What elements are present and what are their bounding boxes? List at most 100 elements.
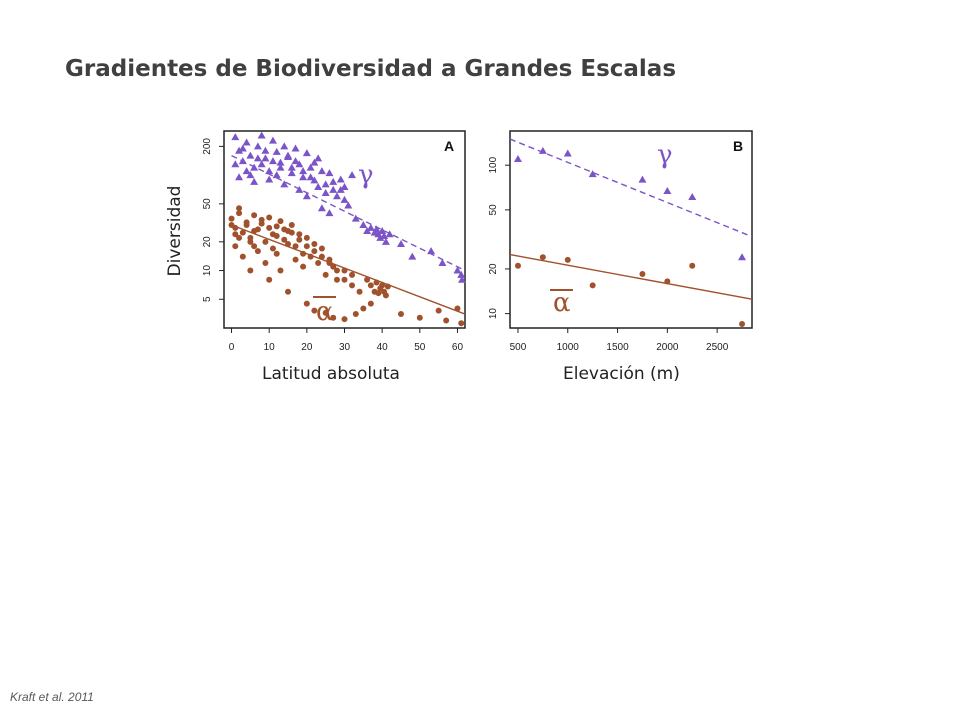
gamma-point xyxy=(396,239,405,247)
alpha-point xyxy=(247,238,254,245)
alpha-point xyxy=(251,212,258,219)
alpha-point xyxy=(341,316,348,323)
alpha-point xyxy=(273,233,280,240)
y-tick-label: 100 xyxy=(488,156,499,173)
gamma-point xyxy=(250,163,259,171)
alpha-point xyxy=(318,253,325,260)
alpha-point xyxy=(300,250,307,257)
alpha-point xyxy=(322,271,329,278)
alpha-point xyxy=(296,236,303,243)
alpha-point xyxy=(285,240,292,247)
gamma-point xyxy=(351,214,360,222)
y-tick-label: 50 xyxy=(488,204,499,216)
alpha-point xyxy=(258,216,265,223)
gamma-point xyxy=(261,146,270,154)
alpha-point xyxy=(269,245,276,252)
x-tick-label: 1000 xyxy=(557,342,580,353)
x-tick-label: 2500 xyxy=(706,342,729,353)
alpha-point xyxy=(356,288,363,295)
alpha-point xyxy=(333,267,340,274)
y-tick-label: 5 xyxy=(202,296,213,302)
gamma-point xyxy=(302,149,311,157)
gamma-point xyxy=(329,177,338,185)
gamma-point xyxy=(317,204,326,212)
panel-a-alpha-label: α xyxy=(316,297,334,327)
y-tick-label: 10 xyxy=(202,265,213,277)
gamma-point xyxy=(538,146,547,154)
alpha-point xyxy=(288,222,295,229)
alpha-point xyxy=(311,307,318,314)
alpha-point xyxy=(266,214,273,221)
gamma-point xyxy=(287,169,296,177)
alpha-point xyxy=(251,227,258,234)
gamma-point xyxy=(340,195,349,203)
gamma-point xyxy=(295,185,304,193)
x-tick-label: 50 xyxy=(414,342,426,353)
gamma-point xyxy=(438,258,447,266)
alpha-point xyxy=(664,278,671,285)
alpha-point xyxy=(266,224,273,231)
gamma-point xyxy=(738,253,747,261)
alpha-point xyxy=(326,259,333,266)
alpha-point xyxy=(303,300,310,307)
x-tick-label: 0 xyxy=(229,342,235,353)
gamma-trend-line xyxy=(509,138,753,238)
alpha-point xyxy=(311,240,318,247)
panel-a-label: A xyxy=(444,138,454,154)
alpha-point xyxy=(379,282,386,289)
gamma-point xyxy=(299,173,308,181)
gamma-point xyxy=(287,163,296,171)
gamma-point xyxy=(253,154,262,162)
gamma-point xyxy=(280,180,289,188)
alpha-point xyxy=(243,222,250,229)
gamma-point xyxy=(235,146,244,154)
alpha-point xyxy=(281,226,288,233)
gamma-trend-line xyxy=(231,155,466,272)
gamma-point xyxy=(332,192,341,200)
alpha-point xyxy=(639,270,646,277)
gamma-point xyxy=(340,183,349,191)
gamma-point xyxy=(272,147,281,155)
panel-a: A 0 10 20 30 40 50 60 5 10 20 50 200 γ α xyxy=(202,130,466,353)
x-axis-label-elevation: Elevación (m) xyxy=(563,364,680,384)
alpha-trend-line xyxy=(509,253,753,300)
gamma-point xyxy=(268,136,277,144)
alpha-point xyxy=(315,259,322,266)
alpha-point xyxy=(281,236,288,243)
x-tick-label: 20 xyxy=(301,342,313,353)
alpha-point xyxy=(303,243,310,250)
gamma-point xyxy=(310,158,319,166)
gamma-point xyxy=(299,167,308,175)
gamma-point xyxy=(291,144,300,152)
alpha-point xyxy=(330,263,337,270)
alpha-point xyxy=(251,243,258,250)
alpha-point xyxy=(349,271,356,278)
gamma-point xyxy=(344,201,353,209)
alpha-point xyxy=(589,282,596,289)
alpha-point xyxy=(352,311,359,318)
gamma-point xyxy=(458,275,466,283)
alpha-point xyxy=(288,229,295,236)
alpha-point xyxy=(228,215,235,222)
gamma-point xyxy=(257,160,266,168)
panel-b-alpha-label: α xyxy=(553,288,571,318)
gamma-point xyxy=(268,157,277,165)
gamma-point xyxy=(314,154,323,162)
gamma-point xyxy=(359,221,368,229)
gamma-point xyxy=(363,226,372,234)
alpha-point xyxy=(349,282,356,289)
alpha-point xyxy=(382,292,389,299)
alpha-point xyxy=(341,276,348,283)
gamma-point xyxy=(329,185,338,193)
alpha-point xyxy=(285,288,292,295)
alpha-point xyxy=(341,267,348,274)
alpha-point xyxy=(318,245,325,252)
gamma-point xyxy=(238,157,247,165)
alpha-point xyxy=(247,267,254,274)
alpha-point xyxy=(375,290,382,297)
alpha-point xyxy=(236,210,243,217)
alpha-point xyxy=(254,248,261,255)
gamma-point xyxy=(306,163,315,171)
alpha-point xyxy=(539,254,546,261)
x-tick-label: 30 xyxy=(339,342,351,353)
